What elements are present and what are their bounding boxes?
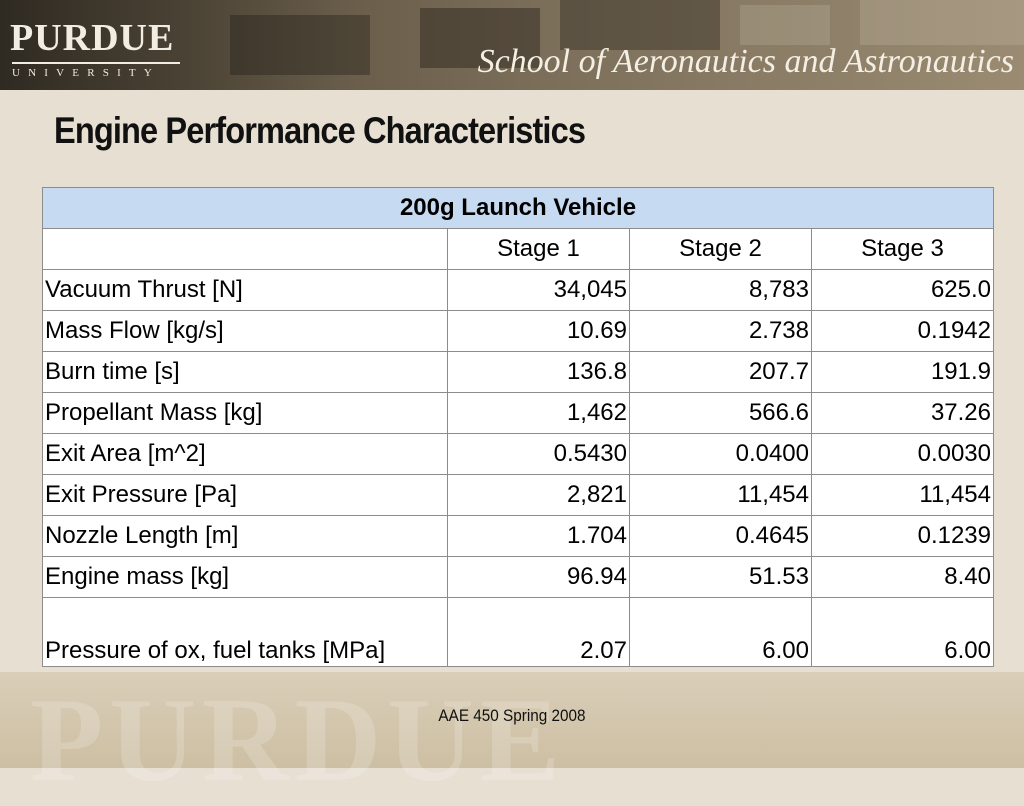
column-header: Stage 1 <box>447 228 630 270</box>
row-label: Exit Pressure [Pa] <box>42 474 448 516</box>
column-header: Stage 2 <box>629 228 812 270</box>
table-cell: 136.8 <box>447 351 630 393</box>
table-cell: 0.1942 <box>811 310 994 352</box>
row-label: Pressure of ox, fuel tanks [MPa] <box>42 597 448 667</box>
table-row: Pressure of ox, fuel tanks [MPa] 2.07 6.… <box>42 597 994 667</box>
row-label: Mass Flow [kg/s] <box>42 310 448 352</box>
campus-photo-shape <box>560 0 720 50</box>
table-header-row: Stage 1 Stage 2 Stage 3 <box>42 228 994 270</box>
table-cell: 2.738 <box>629 310 812 352</box>
table-cell: 2.07 <box>447 597 630 667</box>
table-row: Engine mass [kg] 96.94 51.53 8.40 <box>42 556 994 598</box>
logo-subtitle: UNIVERSITY <box>12 67 160 79</box>
table-row: Mass Flow [kg/s] 10.69 2.738 0.1942 <box>42 310 994 352</box>
table-cell: 0.0400 <box>629 433 812 475</box>
table-cell: 51.53 <box>629 556 812 598</box>
watermark-text: PURDUE <box>30 673 566 806</box>
table-cell: 6.00 <box>811 597 994 667</box>
table-cell: 1,462 <box>447 392 630 434</box>
row-label: Exit Area [m^2] <box>42 433 448 475</box>
slide-title: Engine Performance Characteristics <box>54 110 586 151</box>
row-label: Propellant Mass [kg] <box>42 392 448 434</box>
logo-divider <box>12 62 180 64</box>
table-cell: 37.26 <box>811 392 994 434</box>
table-row: Vacuum Thrust [N] 34,045 8,783 625.0 <box>42 269 994 311</box>
header-banner: PURDUE UNIVERSITY School of Aeronautics … <box>0 0 1024 90</box>
row-label: Vacuum Thrust [N] <box>42 269 448 311</box>
table-cell: 1.704 <box>447 515 630 557</box>
logo-name: PURDUE <box>10 17 175 59</box>
table-row: Nozzle Length [m] 1.704 0.4645 0.1239 <box>42 515 994 557</box>
table-row: Burn time [s] 136.8 207.7 191.9 <box>42 351 994 393</box>
table-cell: 0.0030 <box>811 433 994 475</box>
campus-photo-shape <box>230 15 370 75</box>
table-cell: 11,454 <box>811 474 994 516</box>
campus-photo-shape <box>740 5 830 45</box>
table-row: Propellant Mass [kg] 1,462 566.6 37.26 <box>42 392 994 434</box>
campus-photo-shape <box>420 8 540 68</box>
purdue-logo: PURDUE UNIVERSITY <box>10 18 185 80</box>
row-label: Nozzle Length [m] <box>42 515 448 557</box>
table-cell: 0.1239 <box>811 515 994 557</box>
table-cell: 10.69 <box>447 310 630 352</box>
slide-footer: AAE 450 Spring 2008 <box>438 706 586 725</box>
table-caption: 200g Launch Vehicle <box>42 187 994 229</box>
row-label: Engine mass [kg] <box>42 556 448 598</box>
table-cell: 566.6 <box>629 392 812 434</box>
table-cell: 8,783 <box>629 269 812 311</box>
table-cell: 11,454 <box>629 474 812 516</box>
campus-photo-shape <box>860 0 1024 45</box>
school-name: School of Aeronautics and Astronautics <box>477 43 1014 80</box>
table-cell: 625.0 <box>811 269 994 311</box>
table-cell: 8.40 <box>811 556 994 598</box>
row-label: Burn time [s] <box>42 351 448 393</box>
table-caption-row: 200g Launch Vehicle <box>42 187 994 229</box>
table-cell: 0.5430 <box>447 433 630 475</box>
column-header: Stage 3 <box>811 228 994 270</box>
table-cell: 2,821 <box>447 474 630 516</box>
table-cell: 96.94 <box>447 556 630 598</box>
table-cell: 0.4645 <box>629 515 812 557</box>
table-cell: 6.00 <box>629 597 812 667</box>
table-row: Exit Pressure [Pa] 2,821 11,454 11,454 <box>42 474 994 516</box>
table-cell: 191.9 <box>811 351 994 393</box>
column-header <box>42 228 448 270</box>
table-row: Exit Area [m^2] 0.5430 0.0400 0.0030 <box>42 433 994 475</box>
table-cell: 34,045 <box>447 269 630 311</box>
engine-performance-table: 200g Launch Vehicle Stage 1 Stage 2 Stag… <box>42 187 994 667</box>
table-cell: 207.7 <box>629 351 812 393</box>
